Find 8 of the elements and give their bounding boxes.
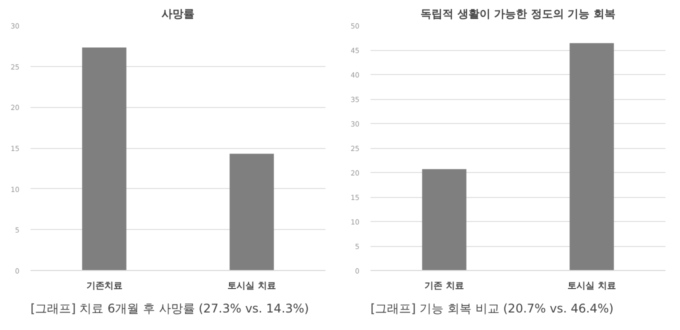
x-tick-label: 토시실 치료 xyxy=(228,282,276,292)
x-tick-label: 기존 치료 xyxy=(424,282,464,292)
x-tick-label: 기존치료 xyxy=(86,282,122,292)
chart-title: 독립적 생활이 가능한 정도의 기능 회복 xyxy=(420,8,616,20)
x-tick-label: 토시실 치료 xyxy=(568,282,616,292)
chart-title: 사망률 xyxy=(162,8,194,20)
text: [그래프] 치료 6개월 후 사망률 (27.3% vs. 14.3%) xyxy=(30,302,309,316)
text: [그래프] 기능 회복 비교 (20.7% vs. 46.4%) xyxy=(370,302,614,316)
